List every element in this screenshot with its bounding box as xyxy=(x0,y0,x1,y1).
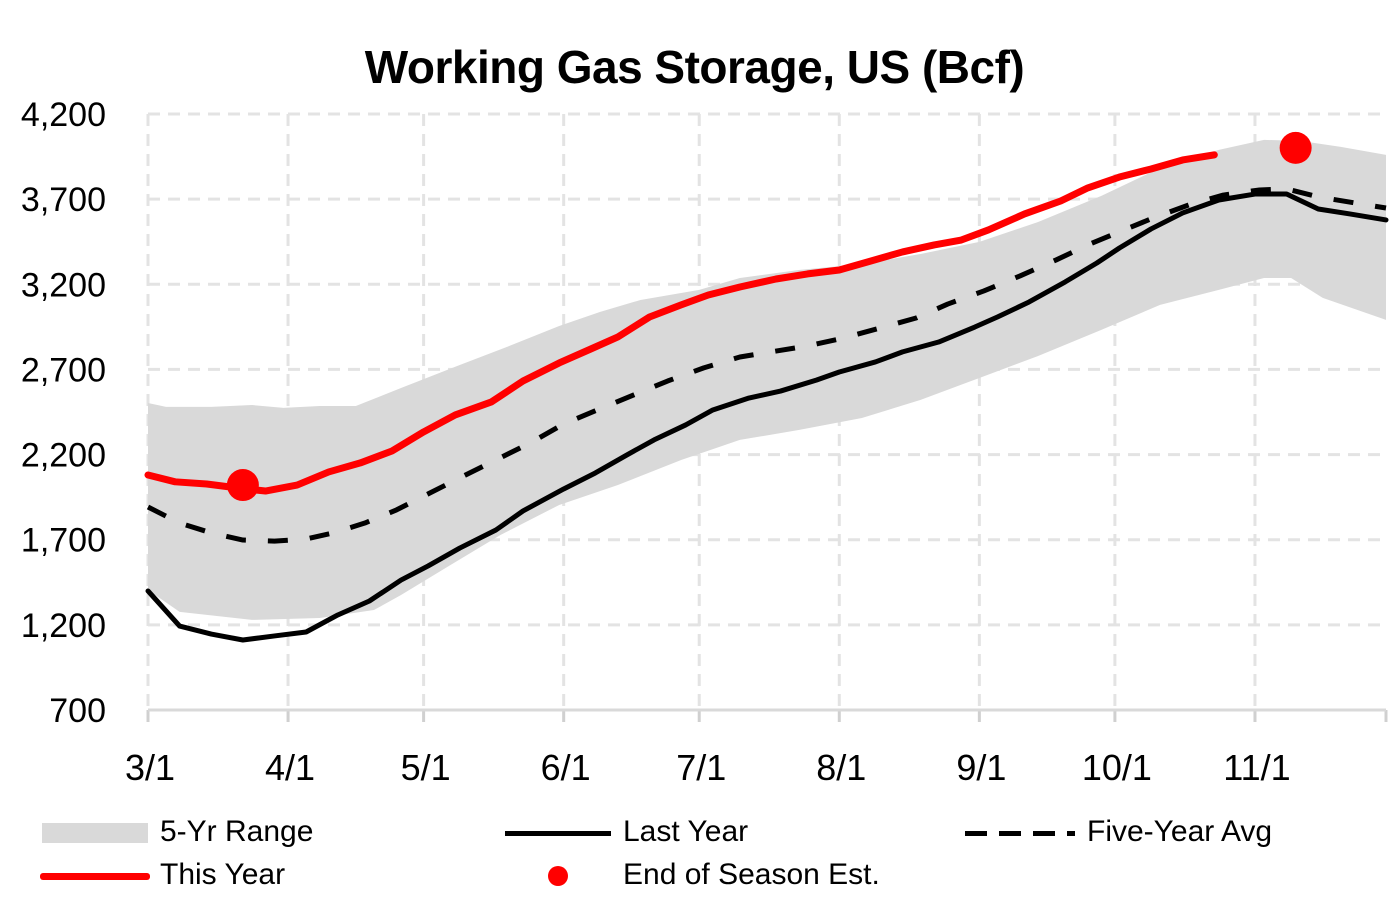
x-tick-label: 7/1 xyxy=(676,747,726,788)
range-band xyxy=(148,139,1386,620)
x-tick-label: 10/1 xyxy=(1082,747,1152,788)
y-tick-label: 3,700 xyxy=(21,181,106,219)
chart-title: Working Gas Storage, US (Bcf) xyxy=(364,41,1025,93)
y-tick-label: 2,200 xyxy=(21,437,106,475)
x-tick-label: 5/1 xyxy=(401,747,451,788)
x-tick-label: 8/1 xyxy=(816,747,866,788)
series-line-five-year-avg xyxy=(146,186,1387,544)
end-of-season-marker xyxy=(1279,131,1312,164)
series-line-last-year xyxy=(145,191,1389,643)
x-tick-label: 9/1 xyxy=(956,747,1006,788)
y-tick-label: 3,200 xyxy=(21,266,106,304)
y-tick-label: 1,700 xyxy=(21,522,106,560)
end-of-season-marker xyxy=(226,469,259,502)
x-tick-label: 4/1 xyxy=(265,747,315,788)
x-tick-label: 11/1 xyxy=(1223,747,1290,788)
x-tick-label: 6/1 xyxy=(541,747,591,788)
x-tick-label: 3/1 xyxy=(125,747,175,788)
series-line-this-year xyxy=(144,151,1218,495)
y-tick-label: 700 xyxy=(49,692,106,730)
y-tick-label: 2,700 xyxy=(21,351,106,389)
y-tick-label: 4,200 xyxy=(21,96,106,134)
y-tick-label: 1,200 xyxy=(21,607,106,645)
